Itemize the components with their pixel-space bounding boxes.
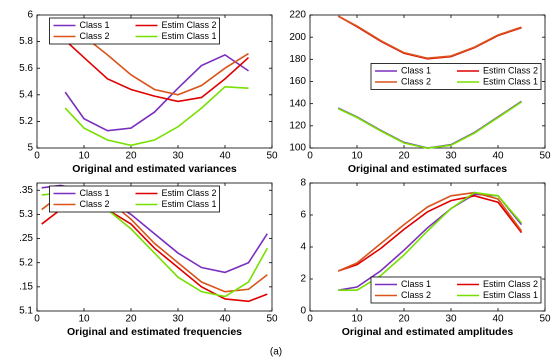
x-tick-label: 20 (125, 314, 137, 325)
caption: (a) (270, 347, 282, 358)
legend-label: Class 2 (401, 290, 431, 300)
x-tick-label: 0 (307, 151, 313, 162)
y-tick-label: .35 (19, 185, 33, 196)
legend-box (370, 276, 542, 304)
x-tick-label: 50 (539, 314, 551, 325)
legend-label: Class 1 (401, 65, 431, 75)
y-tick-label: 140 (289, 98, 306, 109)
x-tick-label: 30 (172, 151, 184, 162)
x-tick-label: 50 (266, 314, 278, 325)
legend-label: Estim Class 1 (483, 76, 538, 86)
legend-label: Class 2 (80, 199, 110, 209)
legend-label: Class 1 (80, 188, 110, 198)
x-tick-label: 20 (125, 151, 137, 162)
series-line (337, 101, 522, 150)
x-tick-label: 20 (398, 314, 410, 325)
x-tick-label: 10 (78, 151, 90, 162)
y-tick-label: 5.6 (19, 63, 33, 74)
y-tick-label: 160 (289, 76, 306, 87)
legend-box (370, 63, 542, 90)
legend-label: Class 2 (80, 31, 110, 41)
legend-box (49, 17, 220, 45)
y-tick-label: 220 (289, 10, 306, 21)
y-tick-label: 4 (300, 242, 306, 253)
y-tick-label: 5.1 (19, 306, 33, 317)
x-tick-label: 50 (266, 151, 278, 162)
legend-box (49, 185, 220, 213)
series-line (64, 39, 250, 103)
axes-title: Original and estimated variances (72, 163, 237, 175)
y-tick-label: 6 (27, 10, 33, 21)
axes-title: Original and estimated frequencies (67, 326, 242, 338)
legend-label: Class 1 (80, 20, 110, 30)
series-line (64, 53, 249, 132)
y-tick-label: 5.4 (19, 89, 33, 100)
legend-label: Estim Class 2 (483, 279, 538, 289)
legend-label: Estim Class 1 (162, 199, 217, 209)
x-tick-label: 10 (78, 314, 90, 325)
y-tick-label: 180 (289, 54, 306, 65)
y-tick-label: 5.8 (19, 36, 33, 47)
legend-label: Class 1 (401, 279, 431, 289)
axes-box (36, 182, 273, 312)
x-tick-label: 0 (34, 314, 40, 325)
series-line (338, 191, 523, 291)
y-tick-label: 120 (289, 120, 306, 131)
y-tick-label: 8 (300, 178, 306, 189)
y-tick-label: 5.2 (19, 257, 33, 268)
y-tick-label: 5.3 (19, 209, 33, 220)
series-line (337, 15, 522, 60)
axes-box (36, 14, 273, 149)
series-line (337, 191, 523, 272)
x-tick-label: 40 (492, 151, 504, 162)
axes-title: Original and estimated amplitudes (342, 326, 514, 338)
x-tick-label: 50 (539, 151, 551, 162)
legend-label: Estim Class 2 (483, 65, 538, 75)
x-tick-label: 30 (172, 314, 184, 325)
y-tick-label: 6 (300, 210, 306, 221)
y-tick-label: 5.2 (19, 116, 33, 127)
legend-label: Class 2 (401, 76, 431, 86)
y-tick-label: .15 (19, 281, 33, 292)
x-tick-label: 40 (492, 314, 504, 325)
x-tick-label: 10 (351, 151, 363, 162)
x-tick-label: 30 (445, 151, 457, 162)
y-tick-label: 100 (289, 143, 306, 154)
x-tick-label: 0 (34, 151, 40, 162)
x-tick-label: 30 (445, 314, 457, 325)
y-tick-label: 2 (300, 274, 306, 285)
x-tick-label: 0 (307, 314, 313, 325)
legend-label: Estim Class 1 (162, 31, 217, 41)
y-tick-label: 200 (289, 32, 306, 43)
series-line (64, 86, 249, 147)
series-line (337, 100, 522, 149)
legend-label: Estim Class 1 (483, 290, 538, 300)
y-tick-label: .25 (19, 233, 33, 244)
x-tick-label: 20 (398, 151, 410, 162)
legend-label: Estim Class 2 (162, 188, 217, 198)
series-line (337, 194, 523, 272)
x-tick-label: 10 (351, 314, 363, 325)
x-tick-label: 40 (219, 151, 231, 162)
series-line (338, 193, 523, 291)
x-tick-label: 40 (219, 314, 231, 325)
y-tick-label: 0 (300, 306, 306, 317)
legend-label: Estim Class 2 (162, 20, 217, 30)
axes-title: Original and estimated surfaces (348, 163, 507, 175)
y-tick-label: 5 (27, 143, 33, 154)
